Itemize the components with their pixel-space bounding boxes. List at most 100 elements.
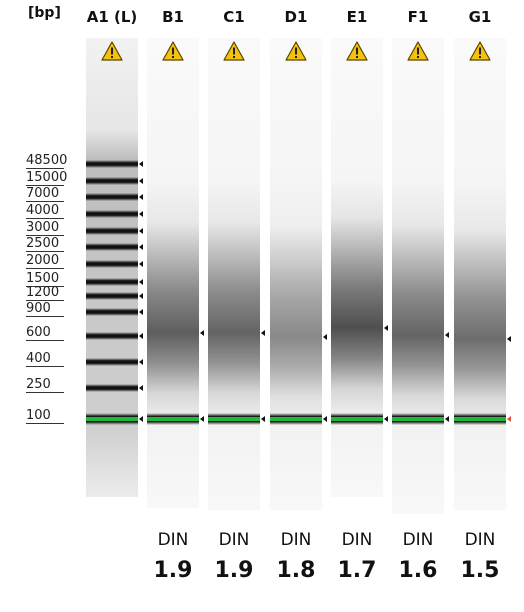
lower-marker-band bbox=[86, 417, 138, 421]
arrow-left-icon bbox=[139, 279, 143, 285]
ladder-band bbox=[86, 193, 138, 201]
warning-icon[interactable] bbox=[346, 41, 368, 61]
ladder-band bbox=[86, 177, 138, 185]
ladder-size-label: 400 bbox=[26, 351, 51, 366]
ladder-size-label: 900 bbox=[26, 301, 51, 316]
sample-lane[interactable] bbox=[147, 38, 199, 508]
arrow-left-icon bbox=[200, 416, 204, 422]
arrow-left-icon bbox=[139, 359, 143, 365]
lower-marker-band bbox=[454, 417, 506, 421]
ladder-size-line bbox=[26, 316, 64, 317]
ladder-size-line bbox=[26, 286, 64, 287]
arrow-left-icon bbox=[139, 244, 143, 250]
warning-icon[interactable] bbox=[223, 41, 245, 61]
ladder-band bbox=[86, 308, 138, 316]
ladder-size-label: 2000 bbox=[26, 253, 60, 268]
ladder-size-label: 15000 bbox=[26, 170, 68, 185]
din-value: 1.7 bbox=[337, 558, 377, 583]
sample-lane[interactable] bbox=[331, 38, 383, 497]
ladder-band bbox=[86, 278, 138, 286]
ladder-size-label: 1200 bbox=[26, 285, 60, 300]
lane-label-e1[interactable]: E1 bbox=[346, 8, 368, 26]
ladder-size-line bbox=[26, 423, 64, 424]
arrow-left-icon bbox=[139, 416, 143, 422]
arrow-left-icon bbox=[139, 309, 143, 315]
ladder-band bbox=[86, 384, 138, 392]
arrow-left-icon bbox=[445, 416, 449, 422]
lower-marker-band bbox=[392, 417, 444, 421]
ladder-size-label: 7000 bbox=[26, 186, 60, 201]
din-label: DIN bbox=[280, 530, 312, 550]
ladder-size-line bbox=[26, 235, 64, 236]
ladder-size-line bbox=[26, 392, 64, 393]
arrow-left-icon bbox=[261, 330, 265, 336]
ladder-size-line bbox=[26, 201, 64, 202]
lane-label-c1[interactable]: C1 bbox=[223, 8, 245, 26]
din-label: DIN bbox=[218, 530, 250, 550]
ladder-size-label: 4000 bbox=[26, 203, 60, 218]
arrow-left-icon bbox=[139, 293, 143, 299]
ladder-band bbox=[86, 243, 138, 251]
lower-marker-band bbox=[331, 417, 383, 421]
ladder-lane-label[interactable]: A1 (L) bbox=[86, 8, 138, 26]
din-label: DIN bbox=[157, 530, 189, 550]
lower-marker-band bbox=[208, 417, 260, 421]
din-value: 1.5 bbox=[460, 558, 500, 583]
sample-lane[interactable] bbox=[454, 38, 506, 510]
arrow-left-icon bbox=[139, 178, 143, 184]
lane-label-g1[interactable]: G1 bbox=[468, 8, 492, 26]
arrow-left-icon bbox=[261, 416, 265, 422]
ladder-size-line bbox=[26, 185, 64, 186]
lower-marker-band bbox=[147, 417, 199, 421]
ladder-band bbox=[86, 210, 138, 218]
sample-lane[interactable] bbox=[208, 38, 260, 510]
sample-lane[interactable] bbox=[392, 38, 444, 514]
arrow-left-icon bbox=[139, 161, 143, 167]
ladder-band bbox=[86, 292, 138, 300]
warning-icon[interactable] bbox=[285, 41, 307, 61]
unit-label: [bp] bbox=[28, 5, 61, 21]
ladder-size-label: 48500 bbox=[26, 153, 68, 168]
din-value: 1.9 bbox=[214, 558, 254, 583]
din-label: DIN bbox=[464, 530, 496, 550]
lane-label-d1[interactable]: D1 bbox=[284, 8, 308, 26]
din-label: DIN bbox=[402, 530, 434, 550]
din-value: 1.9 bbox=[153, 558, 193, 583]
ladder-band bbox=[86, 227, 138, 235]
ladder-size-label: 100 bbox=[26, 408, 51, 423]
arrow-left-icon bbox=[384, 325, 388, 331]
arrow-left-icon bbox=[384, 416, 388, 422]
ladder-size-label: 250 bbox=[26, 377, 51, 392]
ladder-size-line bbox=[26, 268, 64, 269]
ladder-band bbox=[86, 260, 138, 268]
din-value: 1.8 bbox=[276, 558, 316, 583]
din-value: 1.6 bbox=[398, 558, 438, 583]
arrow-left-icon bbox=[200, 330, 204, 336]
warning-icon[interactable] bbox=[469, 41, 491, 61]
lane-label-b1[interactable]: B1 bbox=[162, 8, 184, 26]
warning-icon[interactable] bbox=[407, 41, 429, 61]
arrow-left-icon bbox=[323, 334, 327, 340]
ladder-size-label: 1500 bbox=[26, 271, 60, 286]
arrow-left-icon bbox=[139, 385, 143, 391]
arrow-left-icon bbox=[139, 261, 143, 267]
arrow-left-icon bbox=[507, 416, 511, 422]
arrow-left-icon bbox=[139, 228, 143, 234]
ladder-size-label: 3000 bbox=[26, 220, 60, 235]
ladder-band bbox=[86, 358, 138, 366]
warning-icon[interactable] bbox=[162, 41, 184, 61]
ladder-size-line bbox=[26, 218, 64, 219]
ladder-size-line bbox=[26, 366, 64, 367]
sample-lane[interactable] bbox=[270, 38, 322, 510]
lane-label-f1[interactable]: F1 bbox=[407, 8, 429, 26]
arrow-left-icon bbox=[139, 333, 143, 339]
ladder-size-label: 2500 bbox=[26, 236, 60, 251]
arrow-left-icon bbox=[139, 194, 143, 200]
arrow-left-icon bbox=[139, 211, 143, 217]
warning-icon[interactable] bbox=[101, 41, 123, 61]
ladder-band bbox=[86, 332, 138, 340]
ladder-size-line bbox=[26, 300, 64, 301]
ladder-size-line bbox=[26, 251, 64, 252]
ladder-size-line bbox=[26, 340, 64, 341]
ladder-lane[interactable] bbox=[86, 38, 138, 497]
